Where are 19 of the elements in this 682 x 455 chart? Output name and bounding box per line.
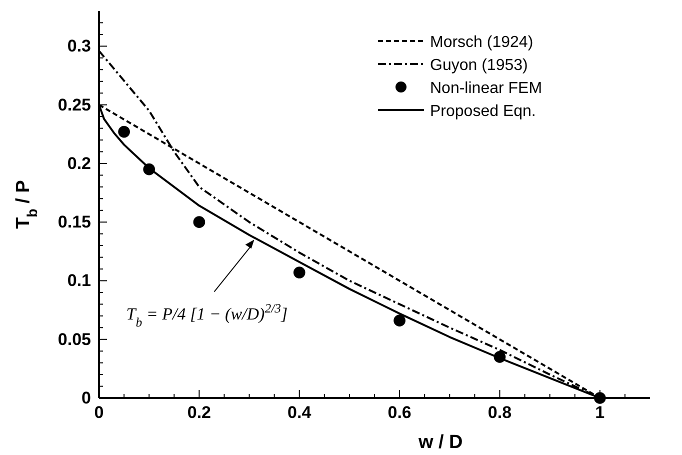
x-tick-label: 0.8 [488, 403, 512, 422]
x-tick-label: 0.2 [187, 403, 211, 422]
x-tick-label: 0.6 [388, 403, 412, 422]
y-tick-label: 0.05 [58, 330, 91, 349]
x-tick-label: 0.4 [288, 403, 312, 422]
y-tick-label: 0.15 [58, 212, 91, 232]
x-tick-label: 0 [94, 403, 104, 422]
legend-label: Morsch (1924) [430, 34, 534, 51]
y-tick-label: 0 [82, 388, 91, 408]
x-tick-label: 1 [595, 403, 605, 422]
y-tick-label: 0.3 [67, 36, 91, 56]
legend-label: Non-linear FEM [430, 80, 542, 97]
legend-label: Guyon (1953) [430, 57, 528, 74]
y-tick-label: 0.25 [58, 95, 91, 114]
y-tick-label: 0.2 [67, 154, 91, 173]
legend-label: Proposed Eqn. [430, 103, 536, 120]
annotation: T$_{b}$ = P/4 [1 − (w/D)$^{2/3}$] [126, 302, 288, 330]
y-tick-label: 0.1 [67, 271, 91, 290]
x-axis-title: w / D [417, 432, 463, 453]
